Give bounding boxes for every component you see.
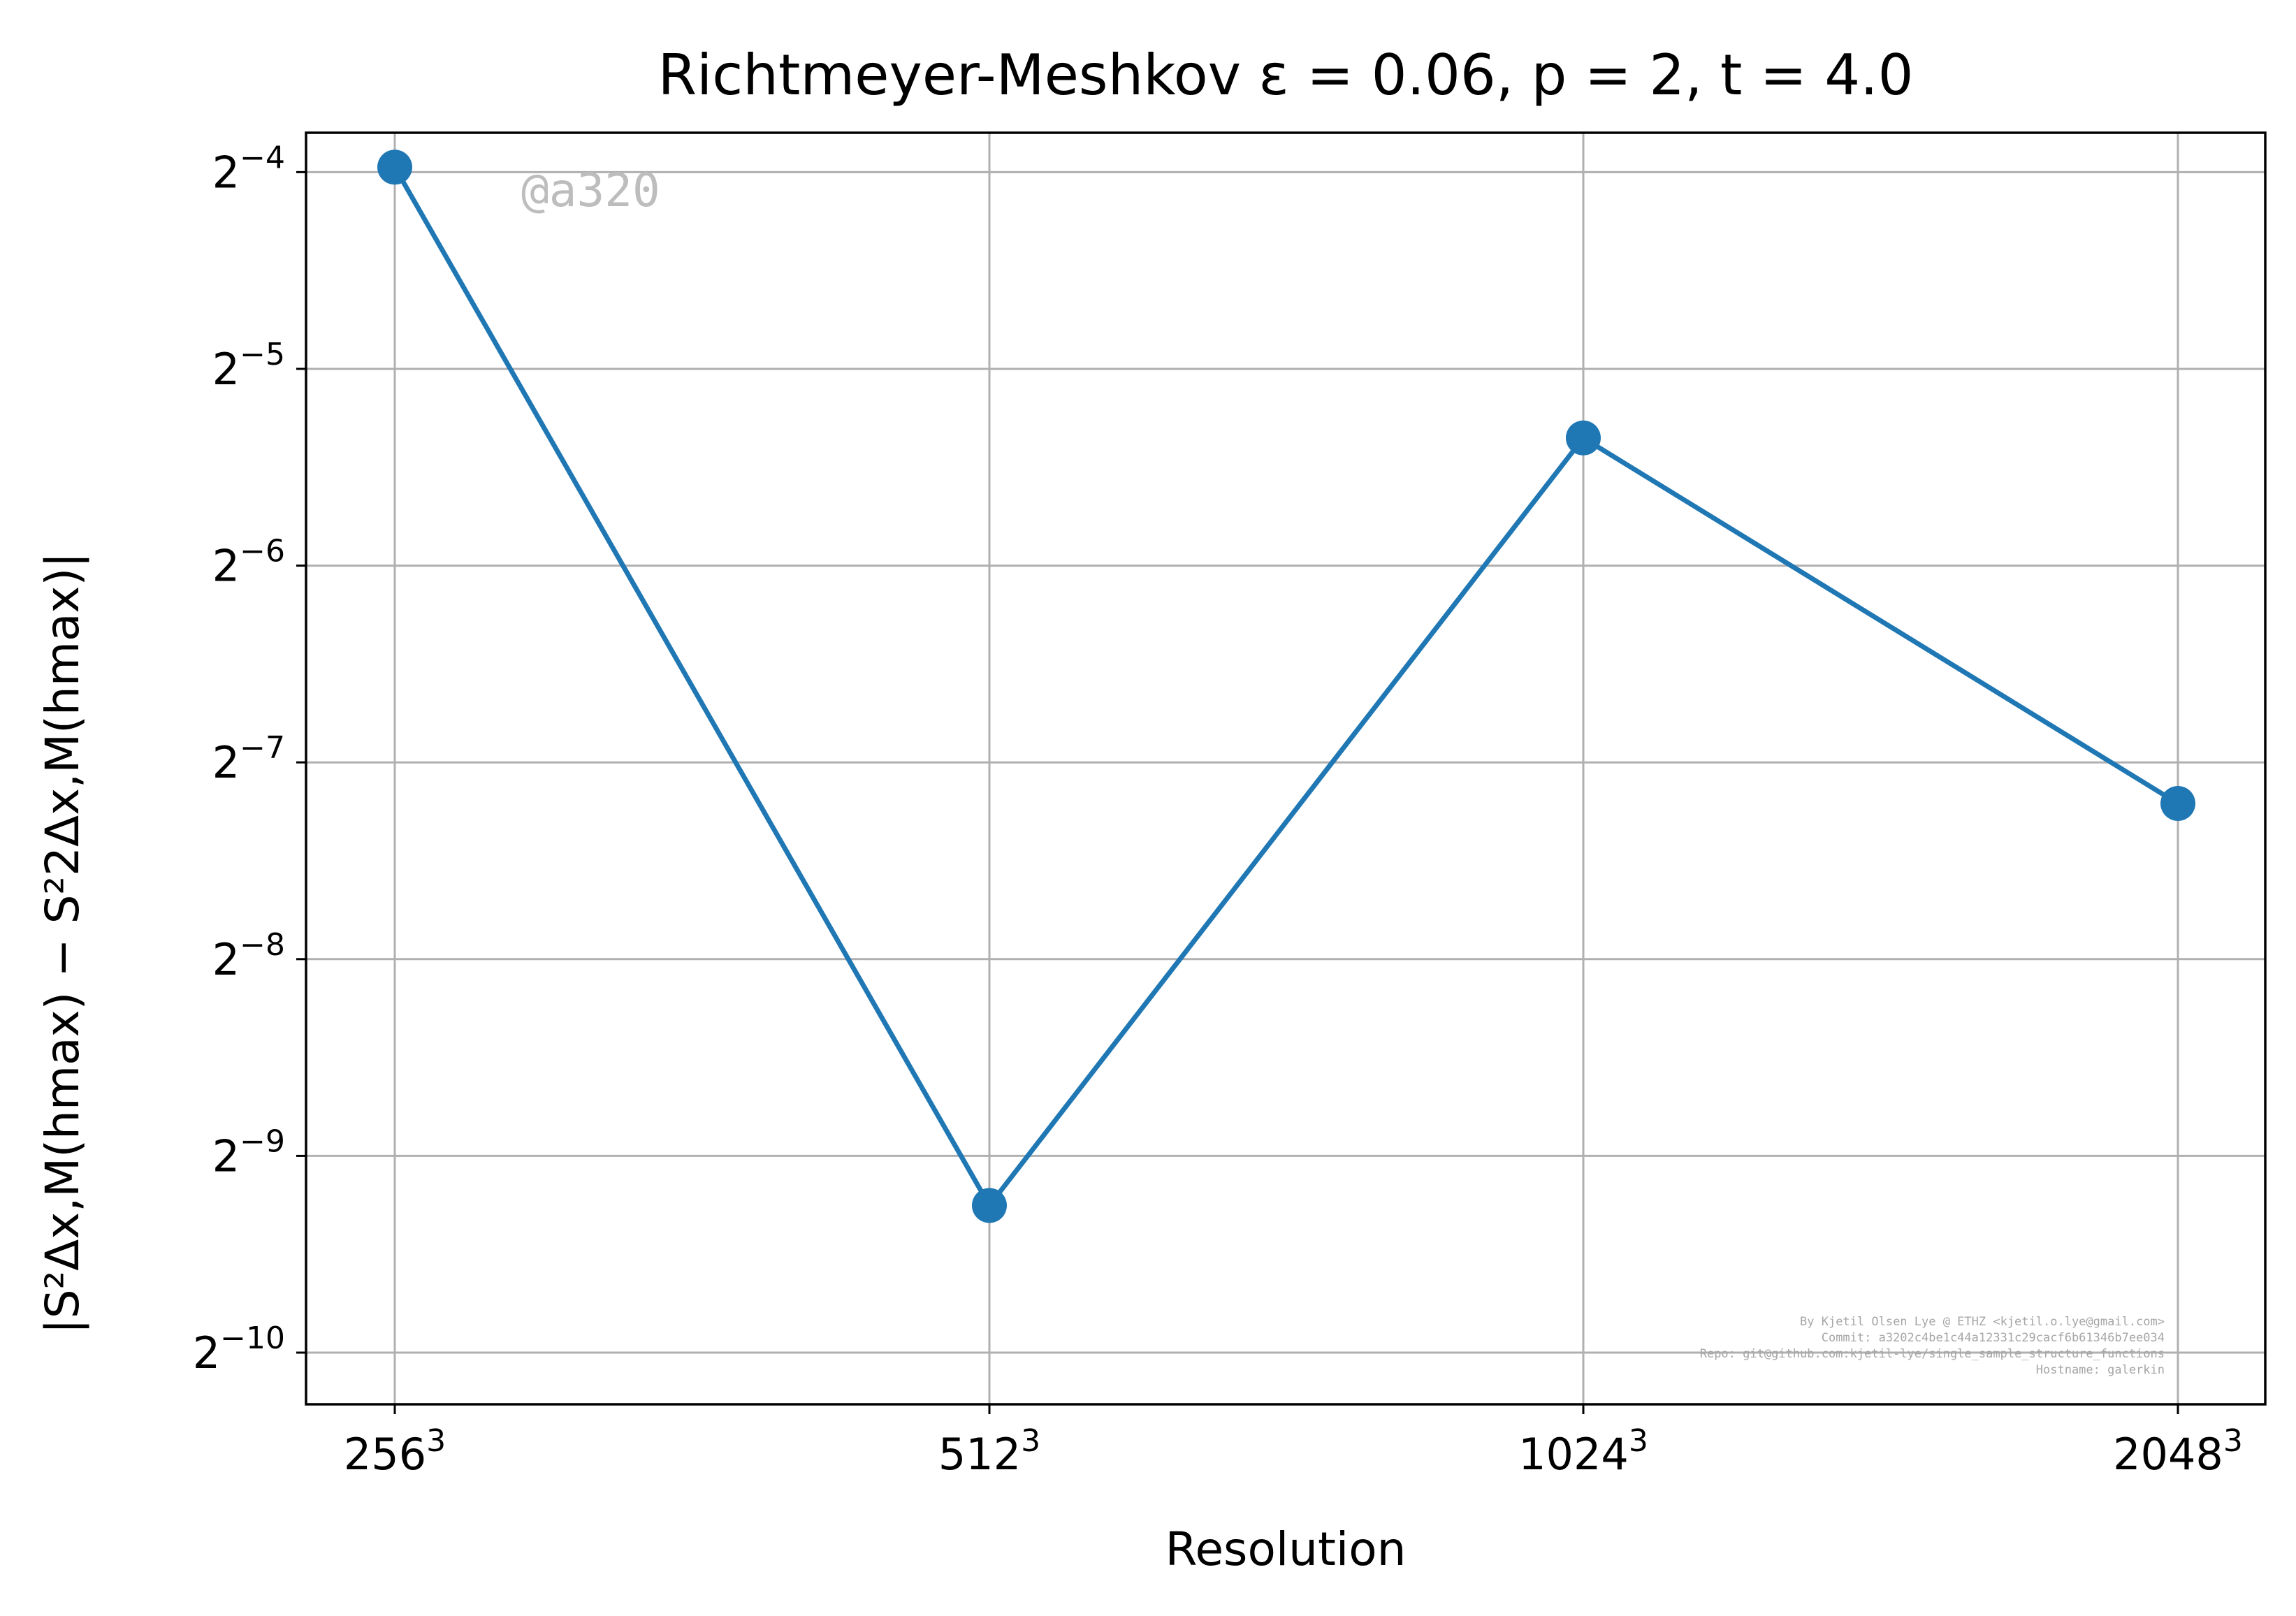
y-tick-label: 2−5 [212,337,285,395]
data-point [1566,420,1601,456]
x-tick-label: 5123 [938,1423,1040,1480]
y-tick-label: 2−4 [212,140,285,198]
watermark-text: @a320 [521,163,660,217]
credit-line-3: Repo: git@github.com:kjetil-lye/single_s… [1700,1347,2165,1361]
x-tick-label: 20483 [2113,1423,2243,1480]
series-group [377,150,2195,1223]
y-tick-label: 2−7 [212,730,285,788]
data-point [2160,785,2195,821]
data-point [377,150,412,185]
x-axis-label: Resolution [1165,1522,1407,1576]
y-axis-label: |S²Δx,M(hmax) − S²2Δx,M(hmax)| [36,553,89,1334]
series-line [392,166,2179,1208]
y-tick-label: 2−10 [193,1320,285,1378]
credit-line-1: By Kjetil Olsen Lye @ ETHZ <kjetil.o.lye… [1800,1315,2165,1329]
x-tick-label: 10243 [1518,1423,1648,1480]
data-point [972,1188,1007,1223]
y-tick-label: 2−9 [212,1123,285,1181]
y-tick-label: 2−8 [212,927,285,985]
credit-line-2: Commit: a3202c4be1c44a12331c29cacf6b6134… [1822,1331,2165,1345]
axis-ticks: 2563 5123 10243 20483 2−4 2−5 2−6 2−7 2−8 2−9 2−10 [193,140,2243,1480]
grid [306,133,2265,1404]
y-tick-label: 2−6 [212,534,285,592]
credit-line-4: Hostname: galerkin [2036,1363,2165,1377]
plot-frame [305,131,2267,1406]
chart-title: Richtmeyer-Meshkov ε = 0.06, p = 2, t = … [657,43,1913,108]
x-tick-label: 2563 [344,1423,446,1480]
